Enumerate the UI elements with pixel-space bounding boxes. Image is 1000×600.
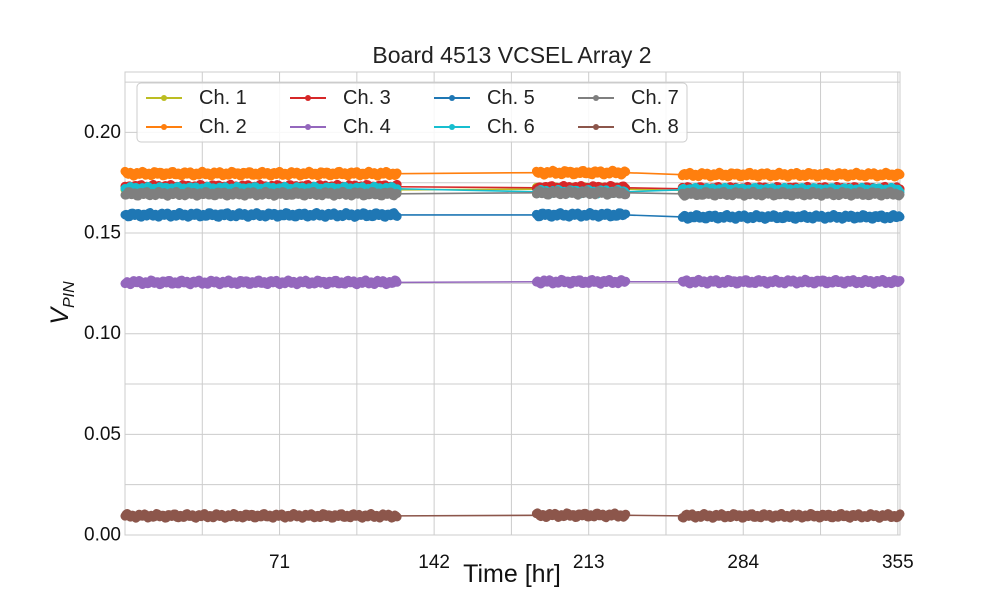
series-connector <box>397 514 537 517</box>
legend-item: Ch. 3 <box>290 87 391 109</box>
x-tick-label: 71 <box>269 552 290 573</box>
series-band <box>531 165 631 180</box>
x-tick-label: 355 <box>882 552 914 573</box>
data-series <box>120 165 905 523</box>
legend-label: Ch. 1 <box>199 87 247 109</box>
legend-item: Ch. 2 <box>146 116 247 138</box>
series-band <box>120 208 402 222</box>
series-connector <box>397 187 537 193</box>
tick-labels: 71 142 213 284 355 0.00 0.05 0.10 0.15 0.20 <box>84 122 914 573</box>
plot-area <box>125 72 900 535</box>
y-tick-label: 0.15 <box>84 223 121 244</box>
series-connector <box>397 185 537 189</box>
legend-item: Ch. 1 <box>146 87 247 109</box>
series-4 <box>120 274 905 290</box>
x-tick-label: 142 <box>418 552 450 573</box>
series-connector <box>625 186 683 190</box>
series-connector <box>625 191 683 195</box>
y-tick-label: 0.10 <box>84 323 121 344</box>
series-band <box>531 508 631 523</box>
series-7 <box>120 186 905 201</box>
series-connector <box>625 171 683 176</box>
y-tick-label: 0.05 <box>84 424 121 445</box>
series-connector <box>397 171 537 175</box>
series-connector <box>397 191 537 195</box>
x-tick-label: 213 <box>573 552 605 573</box>
legend-marker <box>305 95 311 101</box>
legend-label: Ch. 2 <box>199 116 247 138</box>
legend-item: Ch. 8 <box>578 116 679 138</box>
series-connector <box>625 188 683 193</box>
series-band <box>677 186 905 201</box>
legend-label: Ch. 4 <box>343 116 391 138</box>
y-tick-label: 0.00 <box>84 525 121 546</box>
legend-label: Ch. 5 <box>487 87 535 109</box>
x-axis-label: Time [hr] <box>463 560 561 588</box>
series-connector <box>625 214 683 218</box>
y-axis-label-subscript: PIN <box>61 281 78 308</box>
series-band <box>120 186 402 201</box>
series-band <box>120 509 402 523</box>
plot-frame <box>124 71 901 536</box>
y-tick-label: 0.20 <box>84 122 121 143</box>
series-2 <box>120 165 905 182</box>
series-band <box>677 274 905 289</box>
y-axis-label-main: V <box>46 306 74 325</box>
legend-label: Ch. 6 <box>487 116 535 138</box>
series-8 <box>120 508 905 523</box>
legend-item: Ch. 4 <box>290 116 391 138</box>
legend-marker <box>161 124 167 130</box>
legend-marker <box>593 95 599 101</box>
series-band <box>531 181 631 195</box>
legend-marker <box>593 124 599 130</box>
legend-box <box>136 82 688 143</box>
legend-item: Ch. 5 <box>434 87 535 109</box>
legend-label: Ch. 3 <box>343 87 391 109</box>
legend-label: Ch. 7 <box>631 87 679 109</box>
legend-marker <box>161 95 167 101</box>
series-band <box>531 186 631 200</box>
legend: Ch. 1 Ch. 2 Ch. 3 Ch. 4 Ch. 5 Ch. 6 Ch. 7 Ch. 8 <box>136 82 688 143</box>
series-connector <box>397 280 537 284</box>
chart-title: Board 4513 VCSEL Array 2 <box>372 42 651 68</box>
series-connector <box>625 514 683 517</box>
series-band <box>677 509 905 523</box>
series-band <box>531 275 631 289</box>
legend-item: Ch. 6 <box>434 116 535 138</box>
x-tick-label: 284 <box>727 552 759 573</box>
legend-marker <box>449 95 455 101</box>
legend-label: Ch. 8 <box>631 116 679 138</box>
series-band <box>120 166 402 181</box>
series-band <box>120 275 402 290</box>
grid <box>124 71 901 536</box>
series-band <box>677 167 905 182</box>
series-band <box>531 208 631 222</box>
series-5 <box>120 208 905 224</box>
series-band <box>677 210 905 224</box>
legend-marker <box>449 124 455 130</box>
legend-marker <box>305 124 311 130</box>
legend-item: Ch. 7 <box>578 87 679 109</box>
y-axis-label: VPIN <box>46 281 78 325</box>
